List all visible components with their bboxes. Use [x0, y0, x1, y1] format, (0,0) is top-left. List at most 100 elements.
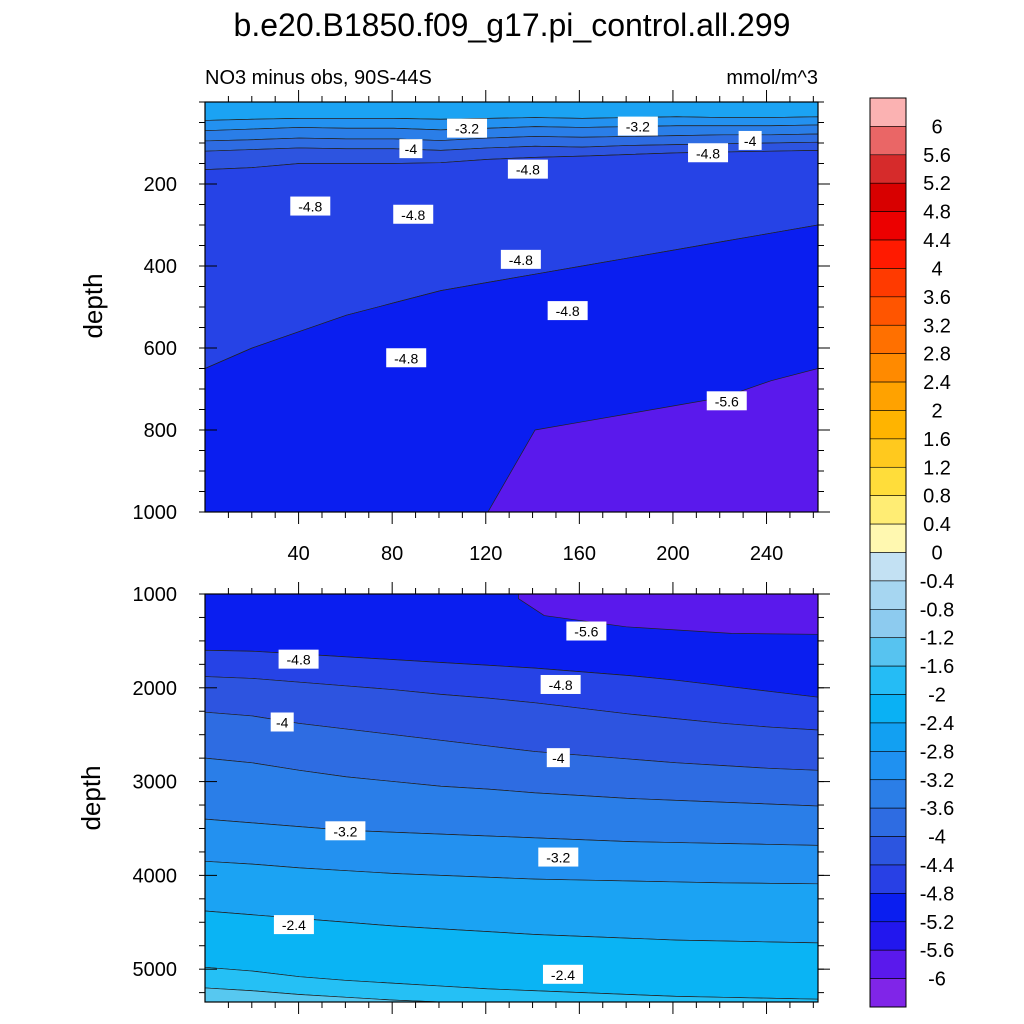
colorbar-label: -3.6: [920, 798, 954, 820]
colorbar-label: -1.6: [920, 656, 954, 678]
contour-patch-deep: [518, 594, 818, 635]
colorbar-label: 0.8: [923, 486, 951, 508]
contour-label-text: -5.6: [574, 624, 598, 640]
colorbar-label: -4.4: [920, 855, 954, 877]
lower-plot-area: -5.6 -4.8 -4.8 -4 -4 -3.2 -3.2 -2.4 -2.4 1000 2000…: [133, 582, 830, 1014]
contour-label-bg: [500, 249, 541, 269]
contour-label-text: -4.8: [549, 677, 573, 693]
colorbar-swatch: [869, 324, 907, 354]
chart-title: b.e20.B1850.f09_g17.pi_control.all.299: [234, 7, 791, 43]
colorbar-swatch: [869, 381, 907, 411]
colorbar-label: -5.2: [920, 912, 954, 934]
colorbar-label: -5.6: [920, 940, 954, 962]
colorbar-label: 1.6: [923, 429, 951, 451]
contour-band--5_6: [205, 368, 818, 512]
colorbar-label: 3.6: [923, 287, 951, 309]
x-tick-label: 120: [469, 543, 502, 565]
contour-label-text: -4.8: [556, 303, 580, 319]
plot-frame: [204, 593, 819, 1003]
contour-label-text: -4: [276, 714, 289, 730]
colorbar-swatch: [869, 239, 907, 269]
lower-panel: depth -5.6 -4.8 -4.8 -4 -4 -3.2 -3.2 -2.4 -2.4 10…: [76, 582, 830, 1014]
contour-label-bg: [278, 649, 319, 669]
colorbar-swatch: [869, 97, 907, 127]
colorbar-label: -1.2: [920, 628, 954, 650]
contour-label: -3.2: [538, 847, 579, 867]
colorbar-swatch: [869, 353, 907, 383]
contour-label-text: -3.2: [455, 121, 479, 137]
contour-label: -2.4: [273, 915, 314, 935]
colorbar-label: -0.8: [920, 599, 954, 621]
colorbar-label: -4: [928, 827, 946, 849]
x-tick-label: 240: [750, 543, 783, 565]
upper-panel: NO3 minus obs, 90S-44S mmol/m^3 depth -3…: [78, 67, 830, 565]
colorbar-swatch: [869, 893, 907, 923]
colorbar-swatch: [869, 410, 907, 440]
contour-label-text: -4: [552, 750, 565, 766]
y-tick-label: 1000: [133, 502, 178, 524]
contour-label-bg: [399, 139, 423, 159]
contour-label-bg: [290, 196, 331, 216]
contour-label-bg: [706, 391, 747, 411]
contour-label-text: -4.8: [287, 652, 311, 668]
colorbar-label: -2: [928, 685, 946, 707]
contour-label-bg: [688, 143, 729, 163]
colorbar-swatch: [869, 268, 907, 298]
colorbar-label: 5.6: [923, 145, 951, 167]
colorbar-swatch: [869, 722, 907, 752]
colorbar-swatch: [869, 949, 907, 979]
contour-label: -4.8: [278, 649, 319, 669]
colorbar-swatch: [869, 580, 907, 610]
contour-label-text: -5.6: [715, 393, 739, 409]
colorbar-label: 2.4: [923, 372, 951, 394]
contour-label: -4.8: [507, 159, 548, 179]
colorbar-label: -6: [928, 969, 946, 991]
colorbar-swatch: [869, 296, 907, 326]
contour-label: -4: [399, 139, 423, 159]
contour-label-text: -4.8: [394, 350, 418, 366]
contour-label-text: -4: [405, 141, 418, 157]
x-tick-label: 40: [287, 543, 309, 565]
contour-band--1_6: [205, 987, 818, 1002]
contour-label: -4: [270, 712, 294, 732]
colorbar-swatch: [869, 211, 907, 241]
colorbar-swatch: [869, 609, 907, 639]
colorbar-swatch: [869, 495, 907, 525]
contour-label-text: -4.8: [298, 199, 322, 215]
contour-label-bg: [447, 118, 488, 138]
contour-label: -3.2: [447, 118, 488, 138]
colorbar-swatch: [869, 978, 907, 1008]
contour-label-bg: [617, 116, 658, 136]
y-tick-label: 2000: [133, 678, 178, 700]
contour-label-bg: [547, 301, 588, 321]
contour-label: -4.8: [393, 204, 434, 224]
colorbar-swatch: [869, 182, 907, 212]
colorbar-label: 1.2: [923, 457, 951, 479]
colorbar-label: -3.2: [920, 770, 954, 792]
colorbar-label: -2.8: [920, 741, 954, 763]
contour-label-text: -4: [744, 133, 757, 149]
contour-label-bg: [393, 204, 434, 224]
contour-label-text: -4.8: [516, 162, 540, 178]
contour-label-bg: [540, 674, 581, 694]
colorbar-label: 0: [931, 543, 942, 565]
contour-label: -3.2: [617, 116, 658, 136]
x-tick-label: 160: [563, 543, 596, 565]
colorbar-swatch: [869, 836, 907, 866]
contour-label: -4.8: [547, 301, 588, 321]
contour-label-bg: [538, 847, 579, 867]
colorbar-swatch: [869, 637, 907, 667]
contour-label: -3.2: [325, 821, 366, 841]
colorbar-label: 3.2: [923, 315, 951, 337]
contour-label-bg: [738, 130, 762, 150]
contour-label-bg: [325, 821, 366, 841]
y-tick-label: 3000: [133, 772, 178, 794]
contour-label: -4.8: [688, 143, 729, 163]
contour-label-text: -3.2: [626, 119, 650, 135]
colorbar-swatch: [869, 154, 907, 184]
x-tick-label: 80: [381, 543, 403, 565]
contour-label-text: -2.4: [551, 967, 575, 983]
colorbar-label: 2.8: [923, 344, 951, 366]
contour-label: -4.8: [290, 196, 331, 216]
contour-label-text: -4.8: [509, 252, 533, 268]
